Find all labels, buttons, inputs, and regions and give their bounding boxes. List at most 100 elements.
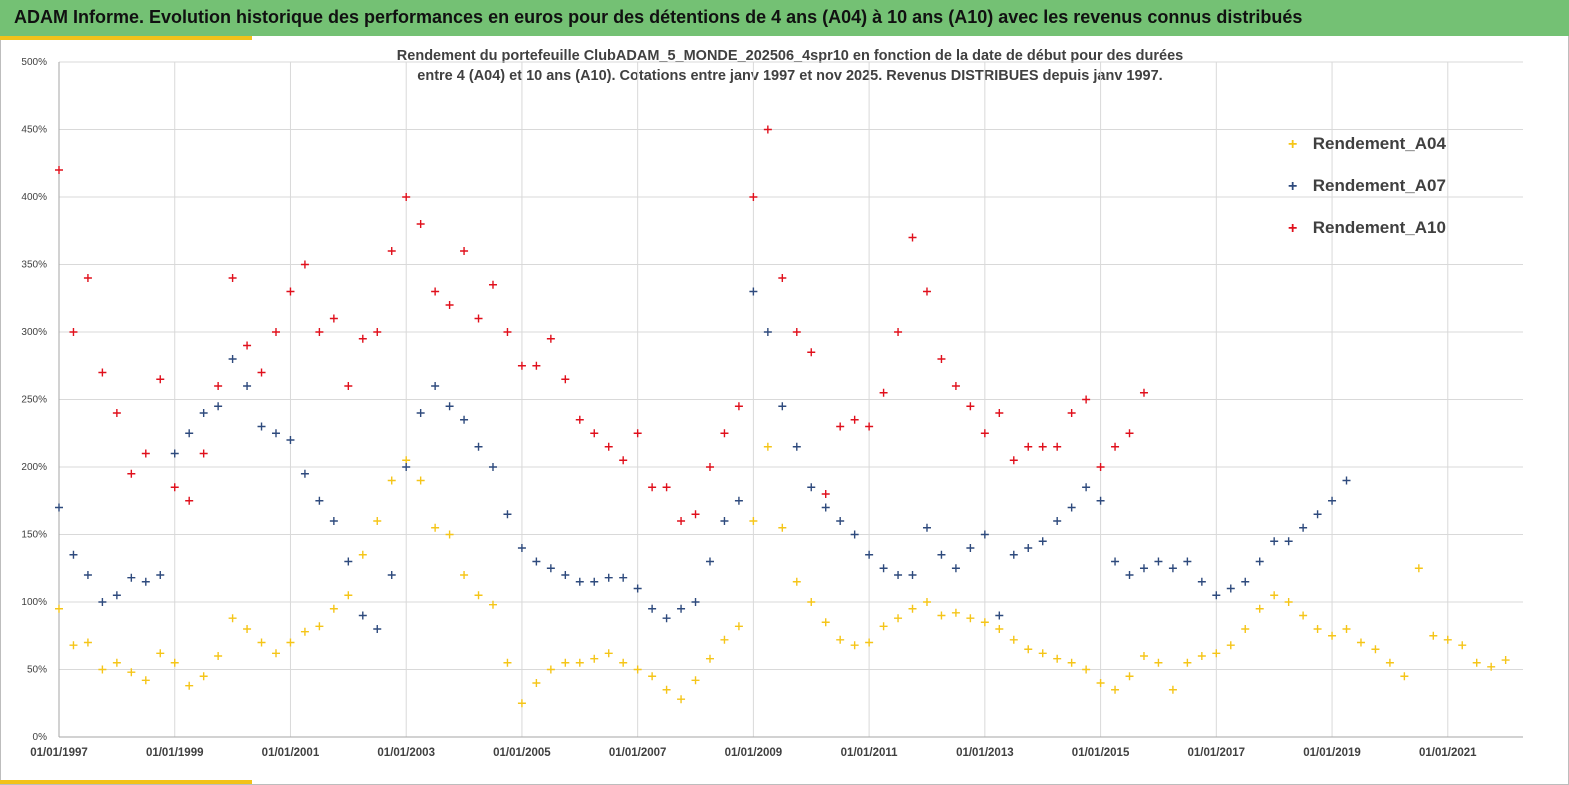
data-point-a04 — [720, 635, 729, 644]
data-point-a04 — [402, 456, 411, 465]
data-point-a07 — [633, 584, 642, 593]
data-point-a07 — [199, 409, 208, 417]
data-point-a04 — [503, 658, 512, 667]
data-point-a04 — [836, 635, 845, 644]
data-point-a07 — [894, 571, 903, 579]
data-point-a07 — [705, 557, 714, 566]
data-point-a07 — [937, 550, 946, 559]
data-point-a07 — [807, 483, 816, 492]
data-point-a07 — [300, 469, 309, 478]
data-point-a07 — [532, 557, 541, 566]
data-point-a07 — [662, 614, 671, 623]
data-point-a04 — [1067, 658, 1076, 667]
data-point-a04 — [358, 550, 367, 559]
data-point-a04 — [951, 608, 960, 617]
chart-title-line-1: Rendement du portefeuille ClubADAM_5_MON… — [396, 48, 1184, 64]
data-point-a10 — [503, 328, 512, 336]
data-point-a10 — [112, 409, 121, 417]
data-point-a04 — [546, 665, 555, 674]
data-point-a04 — [156, 649, 165, 658]
data-point-a07 — [691, 598, 700, 606]
data-point-a04 — [1053, 654, 1062, 663]
data-point-a10 — [691, 510, 700, 519]
data-point-a07 — [344, 557, 353, 566]
data-point-a04 — [141, 676, 150, 685]
data-point-a04 — [604, 649, 613, 658]
data-point-a07 — [243, 382, 252, 390]
data-point-a07 — [431, 382, 440, 390]
data-point-a07 — [821, 503, 830, 512]
data-point-a04 — [1082, 665, 1091, 674]
data-point-a04 — [922, 598, 931, 606]
data-point-a07 — [865, 550, 874, 559]
data-point-a04 — [344, 591, 353, 600]
data-point-a10 — [922, 287, 931, 296]
data-point-a10 — [662, 483, 671, 492]
data-point-a04 — [243, 625, 252, 633]
data-point-a04 — [1385, 658, 1394, 667]
data-point-a10 — [966, 402, 975, 411]
data-point-a04 — [315, 622, 324, 631]
data-point-a10 — [387, 247, 396, 255]
data-point-a04 — [807, 598, 816, 606]
data-point-a07 — [1067, 503, 1076, 512]
data-point-a10 — [951, 382, 960, 390]
data-point-a04 — [416, 476, 425, 485]
data-point-a07 — [677, 604, 686, 613]
x-tick-label: 01/01/2009 — [725, 747, 783, 759]
data-point-a04 — [445, 530, 454, 539]
data-point-a04 — [1038, 649, 1047, 658]
data-point-a10 — [402, 193, 411, 201]
data-point-a07 — [966, 544, 975, 552]
x-tick-label: 01/01/2013 — [956, 747, 1014, 759]
accent-bar-bottom — [0, 780, 252, 784]
data-point-a07 — [1299, 523, 1308, 532]
y-tick-label: 250% — [21, 395, 47, 406]
data-point-a04 — [185, 681, 194, 690]
banner-title: ADAM Informe. Evolution historique des p… — [14, 7, 1303, 27]
y-tick-label: 350% — [21, 260, 47, 271]
data-point-a10 — [257, 368, 266, 377]
data-point-a07 — [517, 544, 526, 552]
data-point-a07 — [228, 355, 237, 363]
data-point-a10 — [329, 314, 338, 323]
data-point-a07 — [170, 449, 179, 458]
data-point-a07 — [1255, 557, 1264, 566]
data-point-a07 — [1024, 544, 1033, 552]
data-point-a04 — [257, 638, 266, 647]
data-point-a10 — [141, 449, 150, 458]
data-point-a10 — [937, 355, 946, 363]
data-point-a07 — [460, 415, 469, 424]
data-point-a10 — [286, 287, 295, 296]
data-point-a04 — [749, 517, 758, 525]
data-point-a10 — [763, 125, 772, 134]
data-point-a04 — [995, 625, 1004, 633]
y-tick-label: 0% — [33, 732, 48, 743]
legend-marker-a04: + — [1288, 136, 1298, 153]
data-point-a07 — [561, 571, 570, 579]
data-point-a10 — [127, 469, 136, 478]
data-point-a10 — [865, 422, 874, 431]
x-tick-label: 01/01/2019 — [1303, 747, 1361, 759]
data-point-a04 — [1270, 591, 1279, 600]
data-point-a10 — [69, 328, 78, 336]
data-point-a04 — [228, 614, 237, 623]
data-point-a04 — [1212, 649, 1221, 658]
data-point-a10 — [214, 382, 223, 390]
y-tick-label: 300% — [21, 327, 47, 338]
data-point-a04 — [1284, 598, 1293, 606]
data-point-a04 — [460, 571, 469, 579]
data-point-a10 — [199, 449, 208, 458]
data-point-a04 — [1443, 635, 1452, 644]
data-point-a04 — [1154, 658, 1163, 667]
data-point-a10 — [561, 375, 570, 384]
data-point-a10 — [633, 429, 642, 438]
data-point-a04 — [431, 523, 440, 532]
data-point-a07 — [546, 564, 555, 573]
data-point-a04 — [170, 658, 179, 667]
data-point-a07 — [358, 611, 367, 620]
data-point-a07 — [315, 496, 324, 505]
data-point-a07 — [749, 287, 758, 296]
data-point-a10 — [1024, 442, 1033, 451]
data-point-a04 — [792, 577, 801, 586]
